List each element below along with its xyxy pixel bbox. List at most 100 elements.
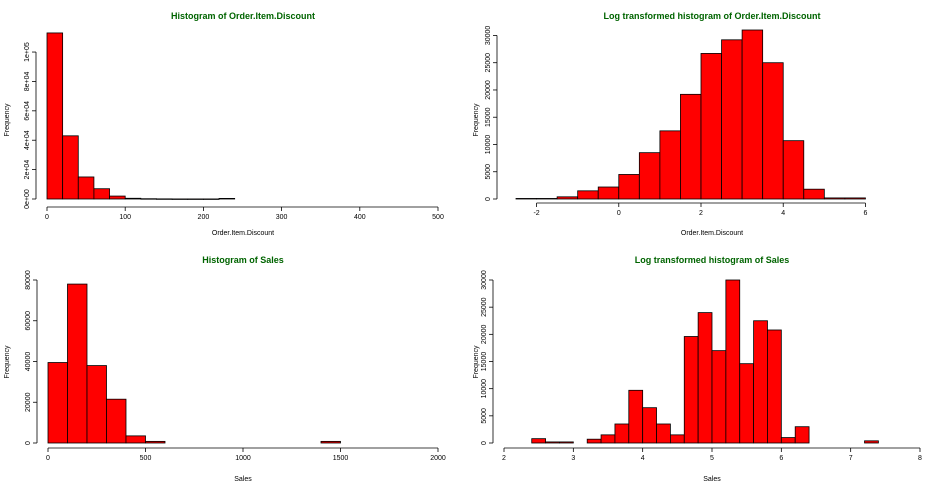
histogram-bar bbox=[124, 197, 142, 200]
histogram-bar bbox=[782, 140, 805, 200]
histogram-bar bbox=[700, 53, 722, 200]
histogram-bar bbox=[109, 195, 126, 200]
y-tick-label: 20000 bbox=[25, 392, 32, 412]
x-tick-label: 6 bbox=[779, 455, 783, 462]
histogram-bar bbox=[586, 438, 602, 444]
y-tick-label: 25000 bbox=[485, 53, 492, 73]
chart-title: Log transformed histogram of Sales bbox=[635, 255, 790, 265]
y-tick-label: 40000 bbox=[25, 352, 32, 372]
histogram-bar bbox=[320, 440, 341, 444]
panel-log-sales-histogram: Log transformed histogram of Sales Sales… bbox=[473, 255, 922, 483]
histogram-bar bbox=[140, 198, 157, 200]
histogram-bar bbox=[670, 434, 685, 444]
x-tick-label: 1500 bbox=[333, 455, 349, 462]
y-axis-label: Frequency bbox=[473, 345, 480, 379]
histogram-bar bbox=[46, 32, 64, 200]
y-tick-label: 60000 bbox=[25, 311, 32, 331]
x-tick-label: 4 bbox=[641, 455, 645, 462]
chart-title: Log transformed histogram of Order.Item.… bbox=[603, 11, 820, 21]
histogram-bar bbox=[171, 198, 189, 200]
histogram-bar bbox=[67, 283, 88, 444]
y-tick-label: 20000 bbox=[485, 80, 492, 100]
x-tick-label: 2000 bbox=[430, 455, 446, 462]
x-tick-label: 3 bbox=[571, 455, 575, 462]
histogram-bar bbox=[618, 174, 640, 200]
y-axis-label: Frequency bbox=[4, 345, 11, 379]
x-tick-label: 300 bbox=[276, 214, 288, 221]
x-tick-label: 0 bbox=[45, 214, 49, 221]
x-axis-label: Sales bbox=[703, 476, 721, 483]
panel-sales-histogram: Histogram of Sales Sales Frequency 0 500 1… bbox=[4, 255, 446, 483]
histogram-bar bbox=[559, 441, 574, 444]
histogram-bar bbox=[659, 130, 681, 200]
y-tick-label: 0 bbox=[485, 197, 492, 201]
histogram-bar bbox=[614, 423, 630, 444]
histogram-bar bbox=[62, 135, 79, 200]
y-tick-label: 6e+04 bbox=[24, 101, 31, 121]
panel-log-order-item-discount-histogram: Log transformed histogram of Order.Item.… bbox=[473, 11, 867, 237]
x-tick-label: 2 bbox=[502, 455, 506, 462]
histogram-bar bbox=[844, 197, 866, 200]
y-tick-label: 0 bbox=[481, 441, 488, 445]
x-tick-label: 400 bbox=[354, 214, 366, 221]
chart-title: Histogram of Order.Item.Discount bbox=[171, 11, 315, 21]
histogram-bar bbox=[683, 336, 699, 444]
y-tick-label: 10000 bbox=[481, 379, 488, 399]
histogram-bar bbox=[725, 279, 741, 444]
histogram-bar bbox=[780, 437, 796, 444]
histogram-bar bbox=[638, 152, 661, 200]
histogram-bar bbox=[642, 407, 657, 444]
y-tick-label: 15000 bbox=[485, 107, 492, 127]
panel-order-item-discount-histogram: Histogram of Order.Item.Discount Order.I… bbox=[4, 11, 444, 237]
histogram-bar bbox=[77, 176, 95, 200]
histogram-bar bbox=[145, 440, 166, 444]
x-tick-label: 100 bbox=[119, 214, 131, 221]
histogram-bar bbox=[711, 350, 727, 444]
x-axis-label: Order.Item.Discount bbox=[212, 230, 274, 237]
histogram-bar bbox=[106, 398, 127, 444]
histogram-bar bbox=[753, 320, 768, 444]
histogram-bar bbox=[680, 93, 702, 200]
y-tick-label: 0e+00 bbox=[24, 189, 31, 209]
histogram-bar bbox=[156, 198, 173, 200]
x-tick-label: 6 bbox=[863, 210, 867, 217]
histogram-bar bbox=[47, 362, 68, 444]
x-tick-label: 500 bbox=[432, 214, 444, 221]
histogram-bar bbox=[697, 312, 713, 444]
histogram-bar bbox=[628, 389, 644, 444]
x-tick-label: 0 bbox=[617, 210, 621, 217]
histogram-bar bbox=[794, 426, 810, 444]
x-tick-label: 200 bbox=[198, 214, 210, 221]
histogram-bar bbox=[577, 190, 599, 200]
histogram-bar bbox=[803, 188, 825, 200]
chart-title: Histogram of Sales bbox=[202, 255, 284, 265]
histogram-bar bbox=[721, 39, 743, 200]
histogram-bar bbox=[86, 365, 107, 444]
histogram-bar bbox=[545, 441, 560, 444]
histogram-bar bbox=[125, 435, 146, 444]
histogram-bar bbox=[864, 440, 879, 444]
histogram-bar bbox=[202, 198, 220, 200]
histogram-bar bbox=[187, 198, 204, 200]
histogram-bar bbox=[823, 197, 846, 200]
histogram-bar bbox=[597, 186, 620, 200]
y-tick-label: 15000 bbox=[481, 352, 488, 372]
x-tick-label: 500 bbox=[140, 455, 152, 462]
x-axis-label: Order.Item.Discount bbox=[681, 230, 743, 237]
y-axis-label: Frequency bbox=[473, 103, 480, 137]
y-tick-label: 0 bbox=[25, 441, 32, 445]
histogram-bar bbox=[93, 188, 110, 200]
histogram-bar bbox=[762, 62, 784, 200]
y-axis-label: Frequency bbox=[4, 103, 11, 137]
histogram-bar bbox=[739, 363, 755, 444]
histogram-bar bbox=[218, 198, 236, 200]
y-tick-label: 30000 bbox=[481, 270, 488, 290]
histogram-bar bbox=[656, 423, 671, 444]
histogram-bar bbox=[741, 29, 764, 200]
histogram-bar bbox=[536, 198, 558, 200]
y-tick-label: 20000 bbox=[481, 324, 488, 344]
x-tick-label: 1000 bbox=[235, 455, 251, 462]
y-tick-label: 10000 bbox=[485, 135, 492, 155]
y-tick-label: 2e+04 bbox=[24, 160, 31, 180]
